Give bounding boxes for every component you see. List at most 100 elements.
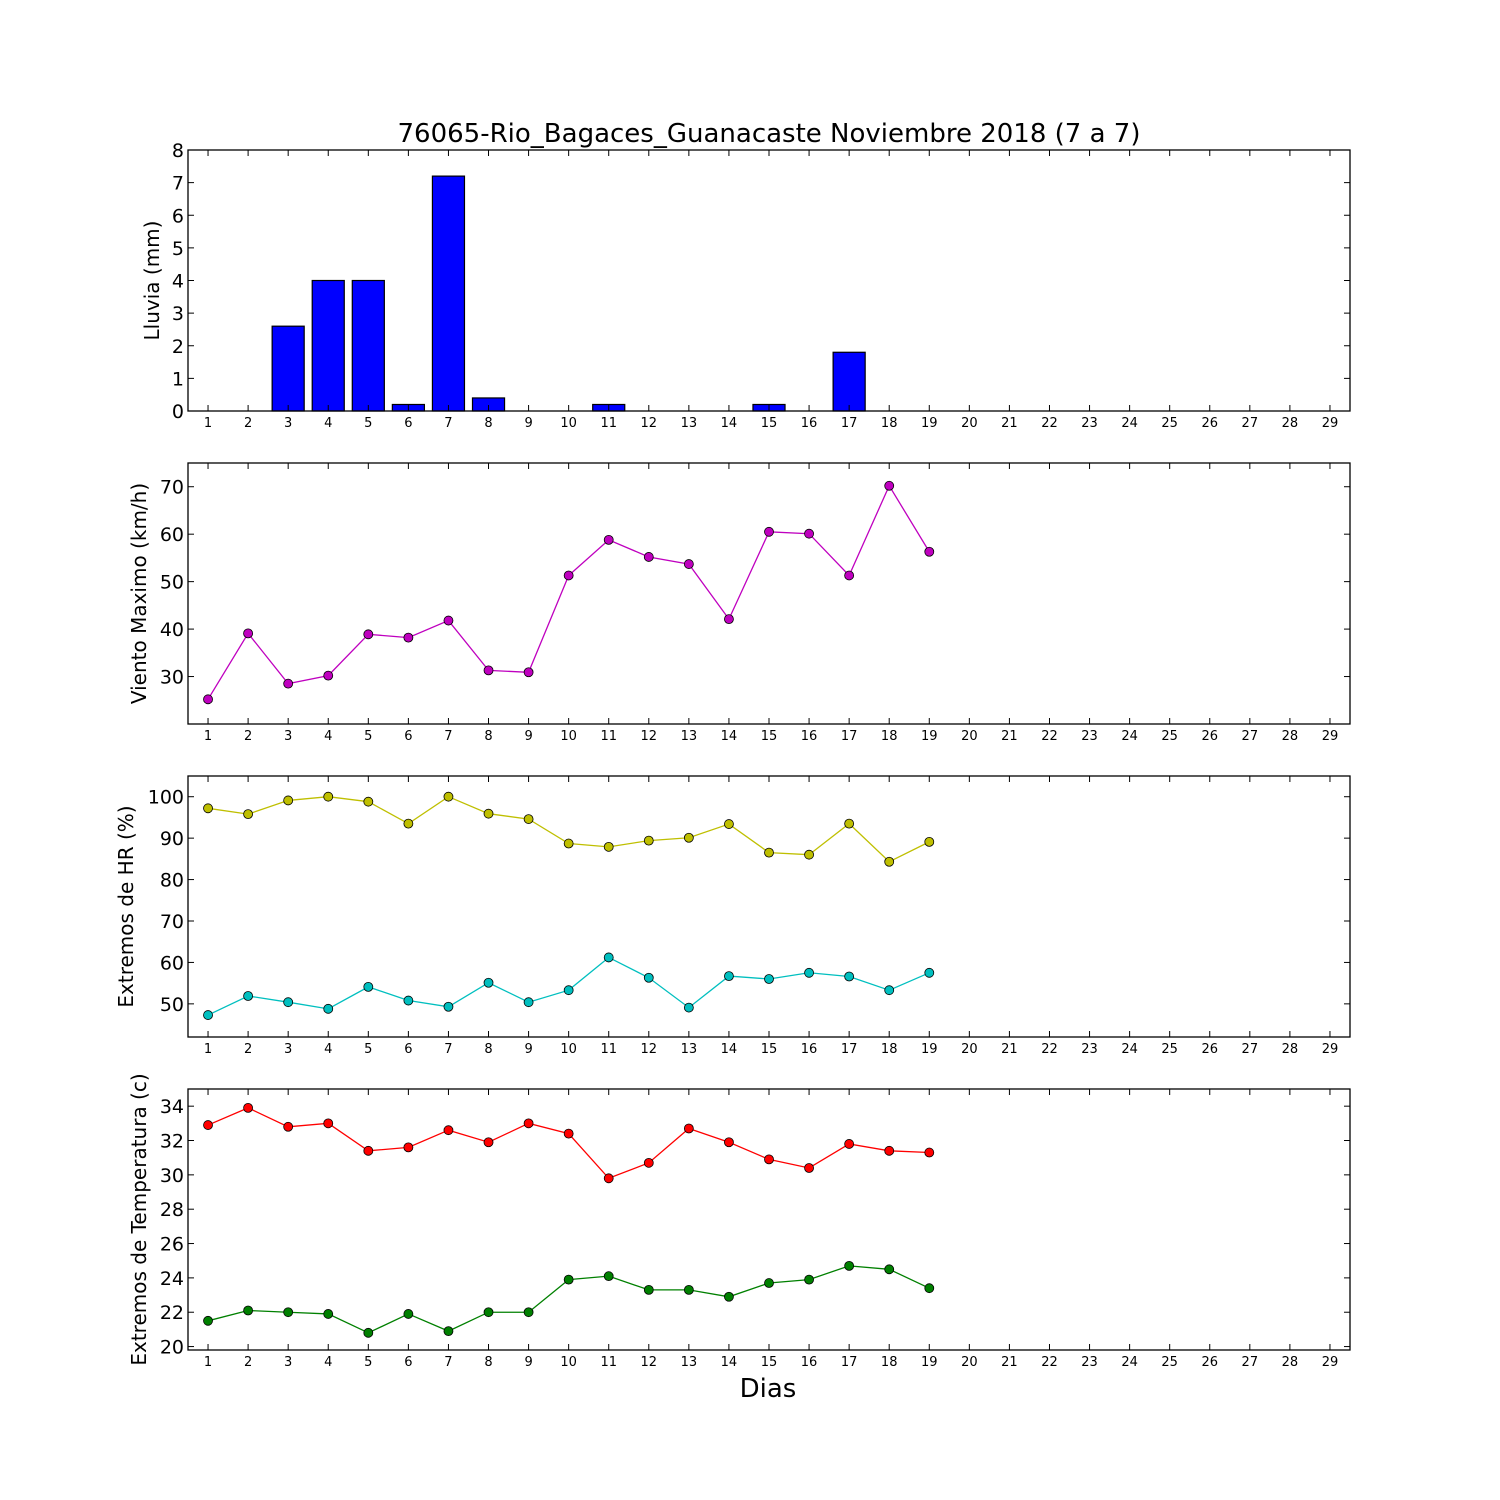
data-point	[844, 1260, 855, 1271]
x-tick-label: 12	[641, 416, 658, 431]
x-tick-label: 29	[1322, 1355, 1339, 1370]
data-point	[683, 1285, 694, 1295]
data-point	[203, 1120, 213, 1130]
data-point	[283, 795, 294, 806]
data-point	[443, 1125, 454, 1136]
x-tick-label: 5	[364, 1355, 372, 1370]
x-tick-label: 25	[1161, 1355, 1178, 1370]
x-tick-label: 6	[404, 416, 412, 431]
x-tick-label: 26	[1201, 1355, 1218, 1370]
x-tick-label: 22	[1041, 729, 1058, 744]
chart-title: 76065-Rio_Bagaces_Guanacaste Noviembre 2…	[398, 119, 1141, 149]
bar	[832, 351, 866, 412]
y-tick-label: 24	[160, 1268, 184, 1290]
data-point	[884, 1145, 895, 1156]
data-point	[483, 808, 494, 819]
data-point	[323, 1118, 334, 1129]
y-tick-label: 6	[172, 205, 184, 227]
x-tick-label: 27	[1242, 1042, 1259, 1057]
subplot-1: 1 2 3 4 5 6 7 8 9 10 11 12 13 14 15 16 17 18 19 20 21 22 23 24 2…	[140, 140, 1351, 431]
x-tick-label: 17	[841, 416, 858, 431]
x-tick-label: 3	[284, 1042, 292, 1057]
x-tick-label: 13	[681, 729, 698, 744]
bar	[311, 279, 345, 412]
data-point	[844, 971, 855, 982]
x-tick-label: 14	[721, 1355, 738, 1370]
x-tick-label: 7	[444, 416, 452, 431]
data-point	[764, 974, 774, 984]
x-tick-label: 25	[1161, 416, 1178, 431]
x-tick-label: 12	[641, 729, 658, 744]
x-tick-label: 10	[560, 416, 577, 431]
data-point	[643, 835, 654, 846]
x-tick-label: 28	[1282, 729, 1299, 744]
subplots-group: 1 2 3 4 5 6 7 8 9 10 11 12 13 14 15 16 17 18 19 20 21 22 23 24 2…	[114, 140, 1351, 1370]
y-tick-label: 22	[160, 1302, 184, 1324]
data-point	[724, 1137, 734, 1148]
data-point	[844, 818, 855, 829]
data-point	[443, 1326, 454, 1337]
data-point	[563, 1274, 574, 1285]
x-tick-label: 20	[961, 729, 978, 744]
x-tick-label: 7	[444, 1355, 452, 1370]
data-point	[643, 1157, 654, 1168]
x-tick-label: 26	[1201, 729, 1218, 744]
data-point	[363, 981, 374, 992]
y-tick-label: 90	[160, 828, 184, 850]
x-tick-label: 24	[1121, 729, 1138, 744]
x-tick-label: 3	[284, 729, 292, 744]
x-tick-label: 5	[364, 729, 372, 744]
y-tick-label: 100	[148, 787, 184, 809]
y-tick-label: 30	[160, 667, 184, 689]
data-point	[724, 819, 734, 829]
data-point	[844, 1139, 855, 1149]
data-point	[243, 1305, 254, 1316]
data-point	[724, 971, 734, 981]
x-tick-label: 26	[1201, 1042, 1218, 1057]
x-tick-label: 23	[1081, 416, 1098, 431]
data-point	[683, 559, 694, 569]
x-tick-label: 21	[1001, 1355, 1018, 1370]
data-point	[563, 985, 574, 996]
data-point	[403, 1142, 414, 1153]
data-point	[323, 1309, 334, 1319]
x-tick-label: 6	[404, 729, 412, 744]
data-point	[203, 803, 213, 814]
x-tick-label: 1	[204, 416, 212, 431]
x-tick-label: 2	[244, 729, 252, 744]
x-tick-label: 9	[524, 729, 532, 744]
x-tick-label: 15	[761, 416, 778, 431]
x-tick-label: 24	[1121, 1355, 1138, 1370]
x-tick-label: 20	[961, 1355, 978, 1370]
data-point	[363, 796, 374, 807]
x-tick-label: 3	[284, 416, 292, 431]
data-point	[643, 972, 654, 983]
x-tick-label: 12	[641, 1355, 658, 1370]
data-point	[603, 841, 614, 852]
x-tick-label: 13	[681, 1042, 698, 1057]
data-point	[483, 665, 494, 676]
data-point	[683, 832, 694, 843]
y-axis-label: Extremos de HR (%)	[114, 805, 138, 1007]
data-point	[924, 1283, 935, 1294]
x-tick-label: 17	[841, 729, 858, 744]
x-tick-label: 23	[1081, 1355, 1098, 1370]
subplot-2: 1 2 3 4 5 6 7 8 9 10 11 12 13 14 15 16 17 18 19 20 21 22 23 24 2…	[127, 462, 1351, 744]
x-tick-label: 28	[1282, 1355, 1299, 1370]
data-point	[243, 628, 254, 639]
data-point	[283, 1307, 294, 1318]
x-tick-label: 11	[600, 416, 617, 431]
y-tick-label: 20	[160, 1337, 184, 1359]
x-tick-label: 4	[324, 416, 332, 431]
data-point	[724, 1291, 734, 1302]
x-tick-label: 5	[364, 416, 372, 431]
data-point	[243, 809, 254, 820]
x-tick-label: 1	[204, 1355, 212, 1370]
y-axis-label: Lluvia (mm)	[140, 221, 164, 341]
y-tick-label: 40	[160, 619, 184, 641]
data-point	[523, 814, 534, 824]
x-tick-label: 18	[881, 729, 898, 744]
data-point	[203, 1315, 213, 1326]
x-tick-label: 19	[921, 729, 938, 744]
